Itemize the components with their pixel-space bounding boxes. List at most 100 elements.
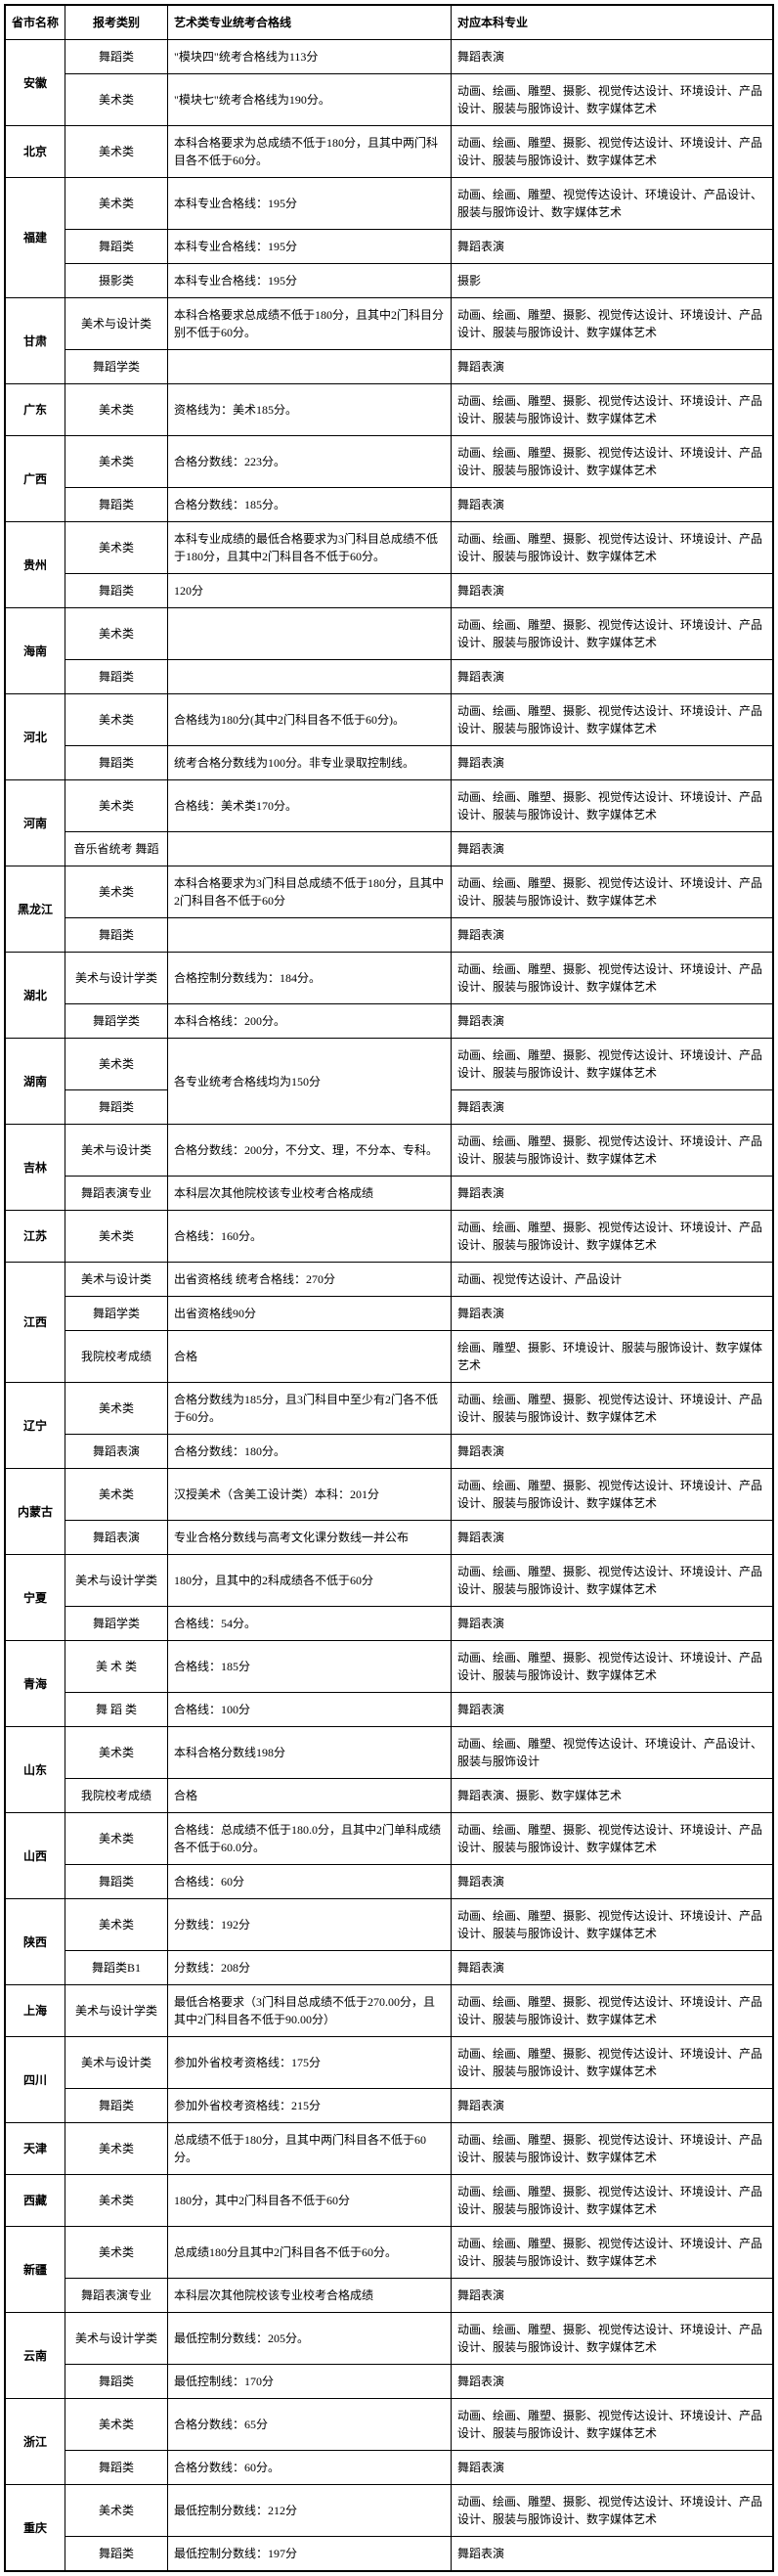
table-row: 安徽舞蹈类"模块四"统考合格线为113分舞蹈表演 bbox=[5, 40, 773, 74]
table-row: 我院校考成绩合格舞蹈表演、摄影、数字媒体艺术 bbox=[5, 1779, 773, 1813]
table-row: 天津美术类总成绩不低于180分，且其中两门科目各不低于60分。动画、绘画、雕塑、… bbox=[5, 2123, 773, 2175]
province-cell: 新疆 bbox=[5, 2227, 65, 2313]
table-row: 舞蹈学类本科合格线：200分。舞蹈表演 bbox=[5, 1004, 773, 1039]
col-major: 对应本科专业 bbox=[452, 5, 773, 40]
category-cell: 美术类 bbox=[65, 1727, 168, 1779]
category-cell: 美 术 类 bbox=[65, 1641, 168, 1693]
category-cell: 美术类 bbox=[65, 2175, 168, 2227]
major-cell: 动画、绘画、雕塑、摄影、视觉传达设计、环境设计、产品设计、服装与服饰设计、数字媒… bbox=[452, 1125, 773, 1177]
table-row: 陕西美术类分数线：192分动画、绘画、雕塑、摄影、视觉传达设计、环境设计、产品设… bbox=[5, 1899, 773, 1951]
line-cell: 合格分数线：185分。 bbox=[168, 488, 452, 522]
category-cell: 美术与设计类 bbox=[65, 2037, 168, 2089]
table-row: 青海美 术 类合格线：185分动画、绘画、雕塑、摄影、视觉传达设计、环境设计、产… bbox=[5, 1641, 773, 1693]
category-cell: 舞蹈学类 bbox=[65, 350, 168, 384]
table-row: 重庆美术类最低控制分数线：212分动画、绘画、雕塑、摄影、视觉传达设计、环境设计… bbox=[5, 2485, 773, 2537]
province-cell: 山东 bbox=[5, 1727, 65, 1813]
line-cell: 合格分数线：180分。 bbox=[168, 1435, 452, 1469]
table-row: 广东美术类资格线为：美术185分。动画、绘画、雕塑、摄影、视觉传达设计、环境设计… bbox=[5, 384, 773, 436]
col-qualification-line: 艺术类专业统考合格线 bbox=[168, 5, 452, 40]
major-cell: 舞蹈表演 bbox=[452, 1004, 773, 1039]
category-cell: 美术与设计类 bbox=[65, 1263, 168, 1297]
table-row: 舞蹈类舞蹈表演 bbox=[5, 918, 773, 953]
category-cell: 舞蹈表演 bbox=[65, 1435, 168, 1469]
category-cell: 美术类 bbox=[65, 126, 168, 178]
major-cell: 舞蹈表演 bbox=[452, 1951, 773, 1985]
table-row: 舞蹈类合格分数线：185分。舞蹈表演 bbox=[5, 488, 773, 522]
line-cell: 180分，且其中的2科成绩各不低于60分 bbox=[168, 1555, 452, 1607]
category-cell: 舞 蹈 类 bbox=[65, 1693, 168, 1727]
line-cell: 本科合格要求总成绩不低于180分，且其中2门科目分别不低于60分。 bbox=[168, 298, 452, 350]
province-cell: 吉林 bbox=[5, 1125, 65, 1211]
major-cell: 舞蹈表演 bbox=[452, 918, 773, 953]
category-cell: 美术类 bbox=[65, 2485, 168, 2537]
line-cell bbox=[168, 608, 452, 660]
table-row: 云南美术与设计学类最低控制分数线：205分。动画、绘画、雕塑、摄影、视觉传达设计… bbox=[5, 2313, 773, 2365]
province-cell: 海南 bbox=[5, 608, 65, 694]
table-row: 辽宁美术类合格分数线为185分，且3门科目中至少有2门各不低于60分。动画、绘画… bbox=[5, 1383, 773, 1435]
category-cell: 舞蹈表演专业 bbox=[65, 1177, 168, 1211]
category-cell: 我院校考成绩 bbox=[65, 1779, 168, 1813]
category-cell: 美术类 bbox=[65, 2399, 168, 2451]
category-cell: 美术类 bbox=[65, 694, 168, 746]
major-cell: 动画、绘画、雕塑、摄影、视觉传达设计、环境设计、产品设计、服装与服饰设计、数字媒… bbox=[452, 298, 773, 350]
major-cell: 动画、绘画、雕塑、摄影、视觉传达设计、环境设计、产品设计、服装与服饰设计、数字媒… bbox=[452, 522, 773, 574]
table-row: 福建美术类本科专业合格线：195分动画、绘画、雕塑、视觉传达设计、环境设计、产品… bbox=[5, 178, 773, 230]
category-cell: 美术类 bbox=[65, 1469, 168, 1521]
line-cell: 出省资格线 统考合格线：270分 bbox=[168, 1263, 452, 1297]
line-cell: 各专业统考合格线均为150分 bbox=[168, 1039, 452, 1125]
category-cell: 舞蹈类 bbox=[65, 488, 168, 522]
table-row: 河北美术类合格线为180分(其中2门科目各不低于60分)。动画、绘画、雕塑、摄影… bbox=[5, 694, 773, 746]
table-row: 舞蹈类本科专业合格线：195分舞蹈表演 bbox=[5, 230, 773, 264]
category-cell: 美术与设计类 bbox=[65, 1125, 168, 1177]
province-cell: 辽宁 bbox=[5, 1383, 65, 1469]
line-cell: 本科合格要求为3门科目总成绩不低于180分，且其中2门科目各不低于60分 bbox=[168, 866, 452, 918]
line-cell: 合格线：60分 bbox=[168, 1865, 452, 1899]
major-cell: 动画、绘画、雕塑、摄影、视觉传达设计、环境设计、产品设计、服装与服饰设计、数字媒… bbox=[452, 1211, 773, 1263]
category-cell: 舞蹈类 bbox=[65, 2537, 168, 2572]
major-cell: 舞蹈表演 bbox=[452, 574, 773, 608]
line-cell: 合格 bbox=[168, 1779, 452, 1813]
category-cell: 美术类 bbox=[65, 2227, 168, 2279]
major-cell: 绘画、雕塑、摄影、环境设计、服装与服饰设计、数字媒体艺术 bbox=[452, 1331, 773, 1383]
line-cell: 180分，其中2门科目各不低于60分 bbox=[168, 2175, 452, 2227]
line-cell: 本科专业合格线：195分 bbox=[168, 230, 452, 264]
province-cell: 河北 bbox=[5, 694, 65, 780]
category-cell: 音乐省统考 舞蹈 bbox=[65, 832, 168, 866]
province-cell: 山西 bbox=[5, 1813, 65, 1899]
table-row: 舞蹈类合格分数线：60分。舞蹈表演 bbox=[5, 2451, 773, 2485]
category-cell: 美术类 bbox=[65, 1813, 168, 1865]
major-cell: 动画、绘画、雕塑、摄影、视觉传达设计、环境设计、产品设计、服装与服饰设计、数字媒… bbox=[452, 1555, 773, 1607]
line-cell: 合格线：总成绩不低于180.0分，且其中2门单科成绩各不低于60.0分。 bbox=[168, 1813, 452, 1865]
table-row: 山西美术类合格线：总成绩不低于180.0分，且其中2门单科成绩各不低于60.0分… bbox=[5, 1813, 773, 1865]
major-cell: 舞蹈表演 bbox=[452, 1521, 773, 1555]
category-cell: 舞蹈类 bbox=[65, 574, 168, 608]
line-cell: 参加外省校考资格线：215分 bbox=[168, 2089, 452, 2123]
line-cell: 总成绩180分且其中2门科目各不低于60分。 bbox=[168, 2227, 452, 2279]
table-row: 西藏美术类180分，其中2门科目各不低于60分动画、绘画、雕塑、摄影、视觉传达设… bbox=[5, 2175, 773, 2227]
major-cell: 动画、绘画、雕塑、摄影、视觉传达设计、环境设计、产品设计、服装与服饰设计、数字媒… bbox=[452, 1899, 773, 1951]
table-row: 美术类"模块七"统考合格线为190分。动画、绘画、雕塑、摄影、视觉传达设计、环境… bbox=[5, 74, 773, 126]
major-cell: 动画、视觉传达设计、产品设计 bbox=[452, 1263, 773, 1297]
major-cell: 舞蹈表演 bbox=[452, 1435, 773, 1469]
category-cell: 美术类 bbox=[65, 1039, 168, 1090]
table-row: 舞蹈表演合格分数线：180分。舞蹈表演 bbox=[5, 1435, 773, 1469]
province-cell: 北京 bbox=[5, 126, 65, 178]
category-cell: 舞蹈类 bbox=[65, 1865, 168, 1899]
table-row: 舞蹈类120分舞蹈表演 bbox=[5, 574, 773, 608]
province-cell: 天津 bbox=[5, 2123, 65, 2175]
category-cell: 美术类 bbox=[65, 522, 168, 574]
category-cell: 美术类 bbox=[65, 866, 168, 918]
major-cell: 舞蹈表演 bbox=[452, 2451, 773, 2485]
province-cell: 湖北 bbox=[5, 953, 65, 1039]
table-row: 江西美术与设计类出省资格线 统考合格线：270分动画、视觉传达设计、产品设计 bbox=[5, 1263, 773, 1297]
table-row: 舞蹈类最低控制分数线：197分舞蹈表演 bbox=[5, 2537, 773, 2572]
line-cell bbox=[168, 918, 452, 953]
major-cell: 动画、绘画、雕塑、摄影、视觉传达设计、环境设计、产品设计、服装与服饰设计、数字媒… bbox=[452, 2485, 773, 2537]
table-row: 舞蹈类统考合格分数线为100分。非专业录取控制线。舞蹈表演 bbox=[5, 746, 773, 780]
line-cell: 合格分数线：60分。 bbox=[168, 2451, 452, 2485]
line-cell: 合格线：100分 bbox=[168, 1693, 452, 1727]
table-row: 山东美术类本科合格分数线198分动画、绘画、雕塑、视觉传达设计、环境设计、产品设… bbox=[5, 1727, 773, 1779]
category-cell: 美术类 bbox=[65, 608, 168, 660]
major-cell: 舞蹈表演、摄影、数字媒体艺术 bbox=[452, 1779, 773, 1813]
province-cell: 宁夏 bbox=[5, 1555, 65, 1641]
